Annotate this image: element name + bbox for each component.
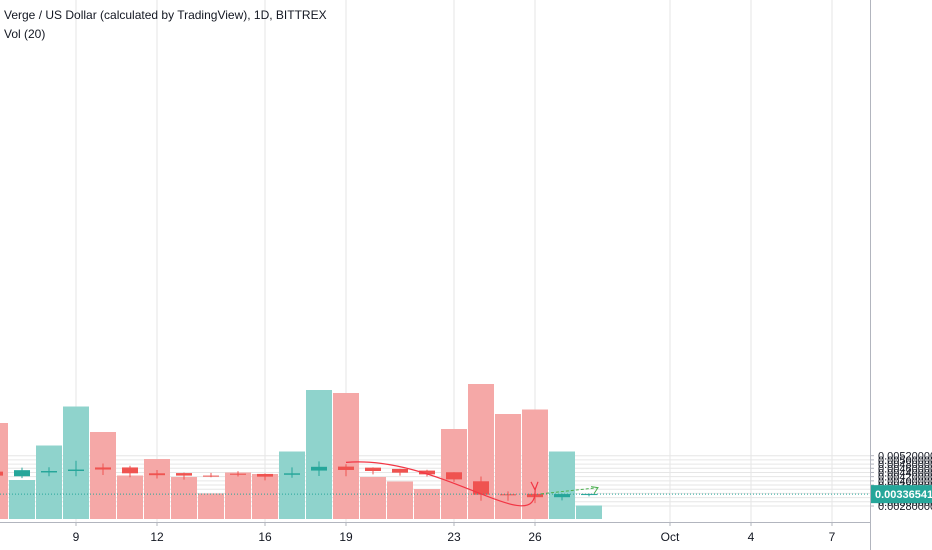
volume-indicator-label: Vol (20) bbox=[4, 27, 46, 41]
volume-bars bbox=[0, 384, 602, 519]
candlesticks bbox=[0, 460, 597, 504]
volume-bar bbox=[117, 475, 143, 519]
candle-body bbox=[122, 467, 138, 474]
volume-bar bbox=[306, 390, 332, 519]
candle-body bbox=[284, 473, 300, 475]
candle-body bbox=[392, 468, 408, 473]
candle-body bbox=[14, 470, 30, 477]
candle-body bbox=[446, 472, 462, 480]
candle-body bbox=[230, 473, 246, 475]
x-tick-label: 23 bbox=[447, 530, 461, 544]
y-tick-label: 0.00480000 bbox=[878, 459, 932, 471]
dashed-arrow bbox=[540, 487, 599, 495]
candle-body bbox=[257, 473, 273, 477]
volume-bar bbox=[171, 477, 197, 519]
candle-body bbox=[176, 473, 192, 476]
volume-bar bbox=[387, 481, 413, 519]
y-tick-label: 0.00500000 bbox=[878, 455, 932, 467]
curved-arrow bbox=[345, 461, 536, 507]
volume-bar bbox=[252, 474, 278, 519]
volume-bar bbox=[576, 505, 602, 519]
dashed-arrow-head bbox=[590, 486, 599, 494]
grid-lines bbox=[0, 0, 870, 522]
candle-body bbox=[473, 481, 489, 495]
last-price-badge bbox=[871, 485, 932, 504]
x-tick-label: 9 bbox=[73, 530, 80, 544]
y-tick-label: 0.00420000 bbox=[878, 472, 932, 484]
candle-body bbox=[500, 494, 516, 496]
candle-body bbox=[554, 494, 570, 498]
last-price-label: 0.00336541 bbox=[875, 489, 932, 501]
curved-arrow-head bbox=[530, 481, 539, 492]
chart-title: Verge / US Dollar (calculated by Trading… bbox=[4, 8, 327, 22]
volume-bar bbox=[549, 451, 575, 519]
volume-bar bbox=[36, 445, 62, 519]
x-tick-label: 7 bbox=[829, 530, 836, 544]
y-tick-label: 0.00440000 bbox=[878, 467, 932, 479]
volume-bar bbox=[0, 423, 8, 519]
candle-body bbox=[68, 469, 84, 472]
x-tick-label: 26 bbox=[528, 530, 542, 544]
volume-bar bbox=[198, 493, 224, 519]
volume-bar bbox=[414, 489, 440, 519]
x-tick-label: 19 bbox=[339, 530, 353, 544]
y-tick-label: 0.00520000 bbox=[878, 451, 932, 463]
drawing-annotations bbox=[0, 461, 870, 507]
volume-bar bbox=[144, 459, 170, 519]
volume-bar bbox=[495, 414, 521, 519]
y-tick-label: 0.00400000 bbox=[878, 476, 932, 488]
candle-body bbox=[203, 475, 219, 477]
candle-body bbox=[95, 467, 111, 470]
volume-bar bbox=[9, 480, 35, 519]
x-tick-label: Oct bbox=[661, 530, 680, 544]
candle-body bbox=[0, 471, 3, 476]
candle-body bbox=[365, 467, 381, 472]
x-tick-label: 12 bbox=[150, 530, 164, 544]
candle-body bbox=[338, 466, 354, 470]
volume-bar bbox=[333, 393, 359, 519]
chart-legend: Verge / US Dollar (calculated by Trading… bbox=[4, 6, 327, 44]
volume-bar bbox=[279, 451, 305, 519]
candle-body bbox=[311, 466, 327, 471]
candle-body bbox=[41, 471, 57, 473]
candle-body bbox=[419, 470, 435, 475]
candle-body bbox=[149, 473, 165, 476]
volume-bar bbox=[225, 472, 251, 519]
y-tick-label: 0.00280000 bbox=[878, 501, 932, 513]
x-tick-label: 16 bbox=[258, 530, 272, 544]
x-tick-label: 4 bbox=[748, 530, 755, 544]
y-tick-label: 0.00460000 bbox=[878, 463, 932, 475]
volume-bar bbox=[90, 432, 116, 519]
volume-bar bbox=[360, 477, 386, 519]
